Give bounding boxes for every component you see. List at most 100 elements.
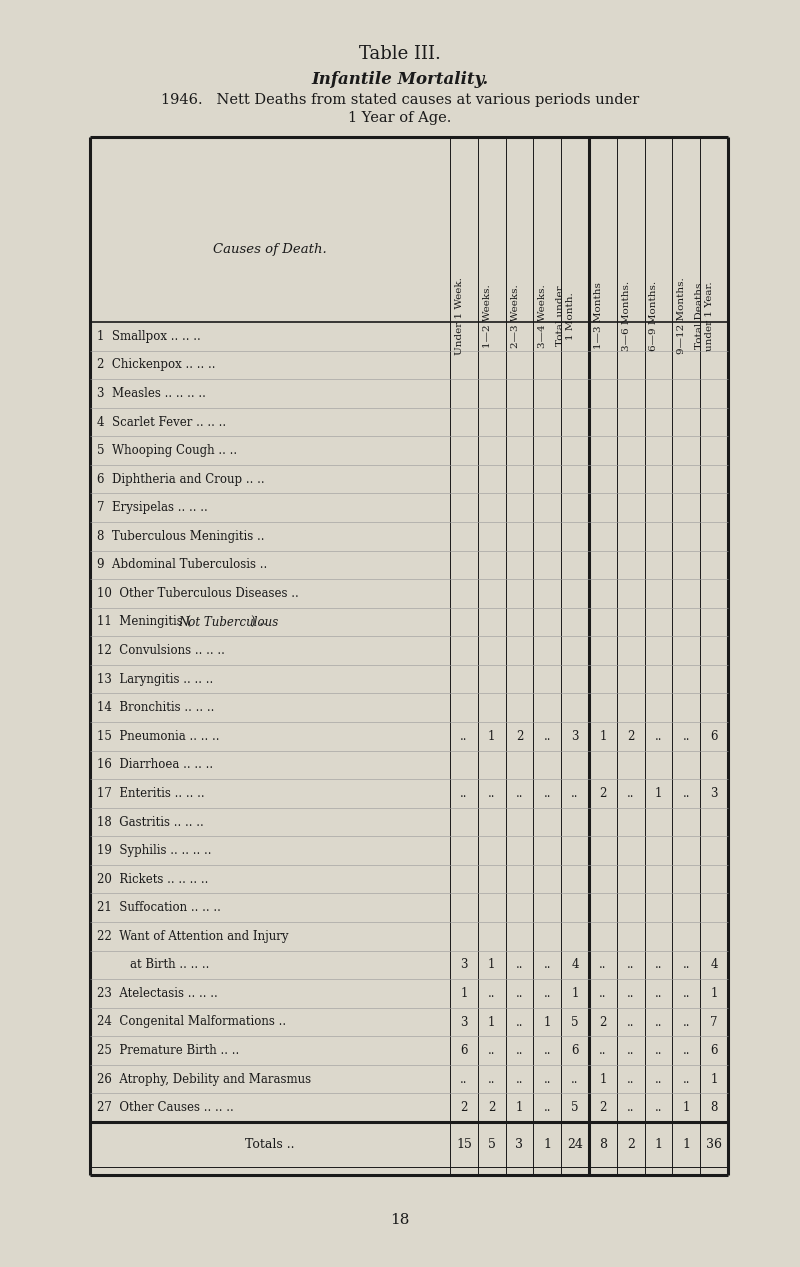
Text: 16  Diarrhoea .. .. ..: 16 Diarrhoea .. .. ..	[97, 759, 213, 772]
Text: Under 1 Week.: Under 1 Week.	[455, 277, 464, 355]
Text: ..: ..	[654, 730, 662, 742]
Text: 6: 6	[571, 1044, 579, 1057]
Text: ..: ..	[543, 958, 551, 972]
Text: 26  Atrophy, Debility and Marasmus: 26 Atrophy, Debility and Marasmus	[97, 1073, 311, 1086]
Text: 3: 3	[515, 1138, 523, 1150]
Text: 2: 2	[460, 1101, 467, 1114]
Text: 23  Atelectasis .. .. ..: 23 Atelectasis .. .. ..	[97, 987, 218, 1000]
Text: ..: ..	[682, 1073, 690, 1086]
Text: Total under
1 Month.: Total under 1 Month.	[556, 285, 575, 346]
Text: 6: 6	[710, 730, 718, 742]
Text: ..: ..	[627, 1101, 634, 1114]
Text: 8  Tuberculous Meningitis ..: 8 Tuberculous Meningitis ..	[97, 530, 265, 542]
Text: 1: 1	[682, 1101, 690, 1114]
Text: ..: ..	[543, 1101, 551, 1114]
Text: Infantile Mortality.: Infantile Mortality.	[311, 71, 489, 87]
Text: 5: 5	[488, 1138, 496, 1150]
Text: ..: ..	[627, 787, 634, 799]
Text: 6  Diphtheria and Croup .. ..: 6 Diphtheria and Croup .. ..	[97, 473, 265, 485]
Text: ..: ..	[488, 1044, 495, 1057]
Text: ..: ..	[543, 987, 551, 1000]
Text: 2: 2	[599, 1101, 606, 1114]
Text: 5: 5	[571, 1101, 579, 1114]
Text: ..: ..	[571, 787, 579, 799]
Text: 8: 8	[599, 1138, 607, 1150]
Text: ..: ..	[516, 958, 523, 972]
Text: 3: 3	[460, 958, 468, 972]
Text: 1: 1	[682, 1138, 690, 1150]
Text: 18  Gastritis .. .. ..: 18 Gastritis .. .. ..	[97, 816, 204, 829]
Text: 21  Suffocation .. .. ..: 21 Suffocation .. .. ..	[97, 901, 221, 915]
Text: 3—6 Months.: 3—6 Months.	[622, 281, 630, 351]
Text: ..: ..	[654, 1073, 662, 1086]
Text: ..: ..	[571, 1073, 579, 1086]
Text: ..: ..	[682, 958, 690, 972]
Text: Causes of Death.: Causes of Death.	[213, 243, 327, 256]
Text: Total Deaths
under 1 Year.: Total Deaths under 1 Year.	[694, 281, 714, 351]
Text: ..: ..	[516, 1015, 523, 1029]
Text: 2—3 Weeks.: 2—3 Weeks.	[510, 284, 519, 348]
Text: 1: 1	[654, 1138, 662, 1150]
Text: ..: ..	[599, 1044, 606, 1057]
Text: 3: 3	[571, 730, 579, 742]
Text: ..: ..	[516, 787, 523, 799]
Text: ..: ..	[599, 987, 606, 1000]
Text: ..: ..	[488, 987, 495, 1000]
Text: ..: ..	[682, 1044, 690, 1057]
Text: 25  Premature Birth .. ..: 25 Premature Birth .. ..	[97, 1044, 239, 1057]
Text: 2: 2	[626, 1138, 634, 1150]
Text: 24  Congenital Malformations ..: 24 Congenital Malformations ..	[97, 1015, 286, 1029]
Text: 3—4 Weeks.: 3—4 Weeks.	[538, 284, 547, 348]
Text: 1946.   Nett Deaths from stated causes at various periods under: 1946. Nett Deaths from stated causes at …	[161, 92, 639, 106]
Text: ..: ..	[516, 1073, 523, 1086]
Text: 6—9 Months.: 6—9 Months.	[650, 281, 658, 351]
Text: ..: ..	[654, 1015, 662, 1029]
Text: 1: 1	[488, 730, 495, 742]
Text: 1  Smallpox .. .. ..: 1 Smallpox .. .. ..	[97, 329, 201, 343]
Text: ..: ..	[627, 1015, 634, 1029]
Text: 3  Measles .. .. .. ..: 3 Measles .. .. .. ..	[97, 386, 206, 400]
Text: 1—2 Weeks.: 1—2 Weeks.	[482, 284, 492, 348]
Text: 12  Convulsions .. .. ..: 12 Convulsions .. .. ..	[97, 644, 225, 658]
Text: ..: ..	[460, 1073, 468, 1086]
Text: 27  Other Causes .. .. ..: 27 Other Causes .. .. ..	[97, 1101, 234, 1114]
Text: ..: ..	[682, 1015, 690, 1029]
Text: 1: 1	[488, 958, 495, 972]
Text: 2  Chickenpox .. .. ..: 2 Chickenpox .. .. ..	[97, 359, 215, 371]
Text: 18: 18	[390, 1213, 410, 1226]
Text: ..: ..	[627, 1044, 634, 1057]
Text: Not Tuberculous: Not Tuberculous	[178, 616, 278, 628]
Text: 1: 1	[655, 787, 662, 799]
Text: ..: ..	[654, 1044, 662, 1057]
Text: 1: 1	[710, 1073, 718, 1086]
Text: ..: ..	[627, 987, 634, 1000]
Text: 1: 1	[710, 987, 718, 1000]
Text: 6: 6	[460, 1044, 468, 1057]
Text: ..: ..	[543, 730, 551, 742]
Text: 8: 8	[710, 1101, 718, 1114]
Text: 10  Other Tuberculous Diseases ..: 10 Other Tuberculous Diseases ..	[97, 587, 298, 601]
Text: ..: ..	[627, 1073, 634, 1086]
Text: 5  Whooping Cough .. ..: 5 Whooping Cough .. ..	[97, 443, 237, 457]
Text: 2: 2	[488, 1101, 495, 1114]
Text: ..: ..	[627, 958, 634, 972]
Text: 2: 2	[627, 730, 634, 742]
Text: 15  Pneumonia .. .. ..: 15 Pneumonia .. .. ..	[97, 730, 219, 742]
Text: 3: 3	[460, 1015, 468, 1029]
Text: 1: 1	[599, 1073, 606, 1086]
Text: 14  Bronchitis .. .. ..: 14 Bronchitis .. .. ..	[97, 701, 214, 715]
Text: 1: 1	[599, 730, 606, 742]
Text: 4  Scarlet Fever .. .. ..: 4 Scarlet Fever .. .. ..	[97, 416, 226, 428]
Text: 19  Syphilis .. .. .. ..: 19 Syphilis .. .. .. ..	[97, 844, 211, 856]
Text: 5: 5	[571, 1015, 579, 1029]
Text: 2: 2	[599, 787, 606, 799]
Text: 1: 1	[543, 1138, 551, 1150]
Text: 6: 6	[710, 1044, 718, 1057]
Text: 4: 4	[710, 958, 718, 972]
Text: ..: ..	[654, 1101, 662, 1114]
Text: 1—3 Months: 1—3 Months	[594, 283, 603, 350]
Text: ..: ..	[682, 730, 690, 742]
Text: ..: ..	[488, 1073, 495, 1086]
Text: ..: ..	[516, 987, 523, 1000]
Text: ..: ..	[682, 787, 690, 799]
